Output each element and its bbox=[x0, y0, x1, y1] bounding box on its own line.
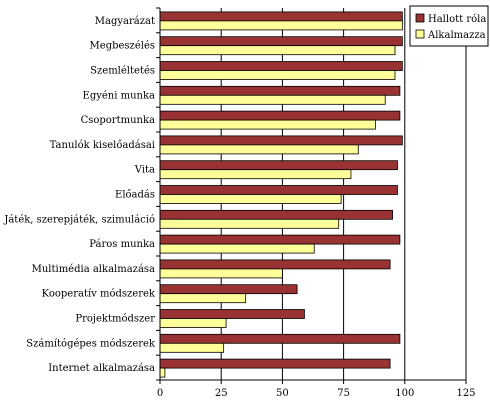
legend-label-1: Alkalmazza bbox=[427, 30, 486, 41]
category-label: Vita bbox=[134, 165, 155, 176]
plot-area bbox=[156, 7, 467, 381]
category-label: Megbeszélés bbox=[90, 41, 155, 52]
bar-alkalmazza-6 bbox=[159, 169, 352, 180]
legend: Hallott róla Alkalmazza bbox=[409, 5, 489, 47]
bar-alkalmazza-9 bbox=[159, 243, 315, 254]
bar-alkalmazza-3 bbox=[159, 94, 386, 105]
category-label: Internet alkalmazása bbox=[48, 363, 155, 374]
bar-hallott-8 bbox=[159, 209, 393, 220]
bar-alkalmazza-1 bbox=[159, 45, 396, 56]
category-labels: Magyarázat Megbeszélés Szemléltetés Egyéni … bbox=[3, 16, 156, 374]
category-label: Páros munka bbox=[89, 239, 155, 250]
bar-alkalmazza-5 bbox=[159, 144, 359, 155]
bar-alkalmazza-4 bbox=[159, 119, 376, 130]
x-tick-label: 25 bbox=[215, 388, 228, 399]
x-tick-label: 0 bbox=[157, 388, 163, 399]
bar-hallott-3 bbox=[159, 85, 401, 96]
category-label: Egyéni munka bbox=[83, 90, 156, 101]
category-label: Számítógépes módszerek bbox=[26, 338, 156, 349]
bar-hallott-2 bbox=[159, 61, 403, 71]
bar-hallott-13 bbox=[159, 333, 401, 344]
bar-hallott-10 bbox=[159, 259, 391, 270]
x-tick-label: 50 bbox=[276, 388, 289, 399]
bar-alkalmazza-0 bbox=[159, 20, 403, 31]
category-label: Szemléltetés bbox=[90, 66, 155, 77]
legend-swatch-0 bbox=[415, 13, 425, 23]
x-tick-label: 125 bbox=[456, 388, 475, 399]
bar-hallott-4 bbox=[159, 110, 401, 121]
bar-hallott-12 bbox=[159, 309, 305, 319]
bar-hallott-14 bbox=[159, 358, 391, 369]
bar-hallott-1 bbox=[159, 36, 403, 47]
legend-swatch-1 bbox=[415, 29, 425, 39]
x-axis: 0 25 50 75 100 125 bbox=[157, 379, 476, 399]
x-tick-label: 100 bbox=[395, 388, 414, 399]
bar-hallott-9 bbox=[159, 234, 401, 245]
bar-hallott-6 bbox=[159, 160, 398, 171]
bar-alkalmazza-12 bbox=[159, 318, 227, 328]
bar-alkalmazza-10 bbox=[159, 268, 283, 279]
category-label: Magyarázat bbox=[95, 16, 155, 27]
bar-alkalmazza-2 bbox=[159, 70, 396, 80]
category-label: Tanulók kiselőadásai bbox=[50, 140, 155, 151]
legend-label-0: Hallott róla bbox=[428, 14, 486, 25]
category-label: Játék, szerepjáték, szimuláció bbox=[3, 214, 155, 225]
bar-alkalmazza-11 bbox=[159, 293, 247, 304]
category-label: Multimédia alkalmazása bbox=[32, 264, 155, 275]
bar-alkalmazza-7 bbox=[159, 194, 342, 204]
bar-alkalmazza-8 bbox=[159, 218, 340, 229]
bar-hallott-0 bbox=[159, 11, 403, 22]
bar-hallott-7 bbox=[159, 185, 398, 195]
x-tick-label: 75 bbox=[337, 388, 350, 399]
legend-box bbox=[409, 5, 489, 47]
category-label: Projektmódszer bbox=[75, 314, 155, 325]
bar-alkalmazza-14 bbox=[159, 367, 166, 378]
bar-alkalmazza-13 bbox=[159, 342, 225, 353]
bar-hallott-5 bbox=[159, 135, 403, 146]
category-label: Előadás bbox=[115, 190, 155, 201]
bar-hallott-11 bbox=[159, 284, 298, 295]
category-label: Kooperatív módszerek bbox=[42, 289, 156, 300]
category-label: Csoportmunka bbox=[81, 115, 155, 126]
